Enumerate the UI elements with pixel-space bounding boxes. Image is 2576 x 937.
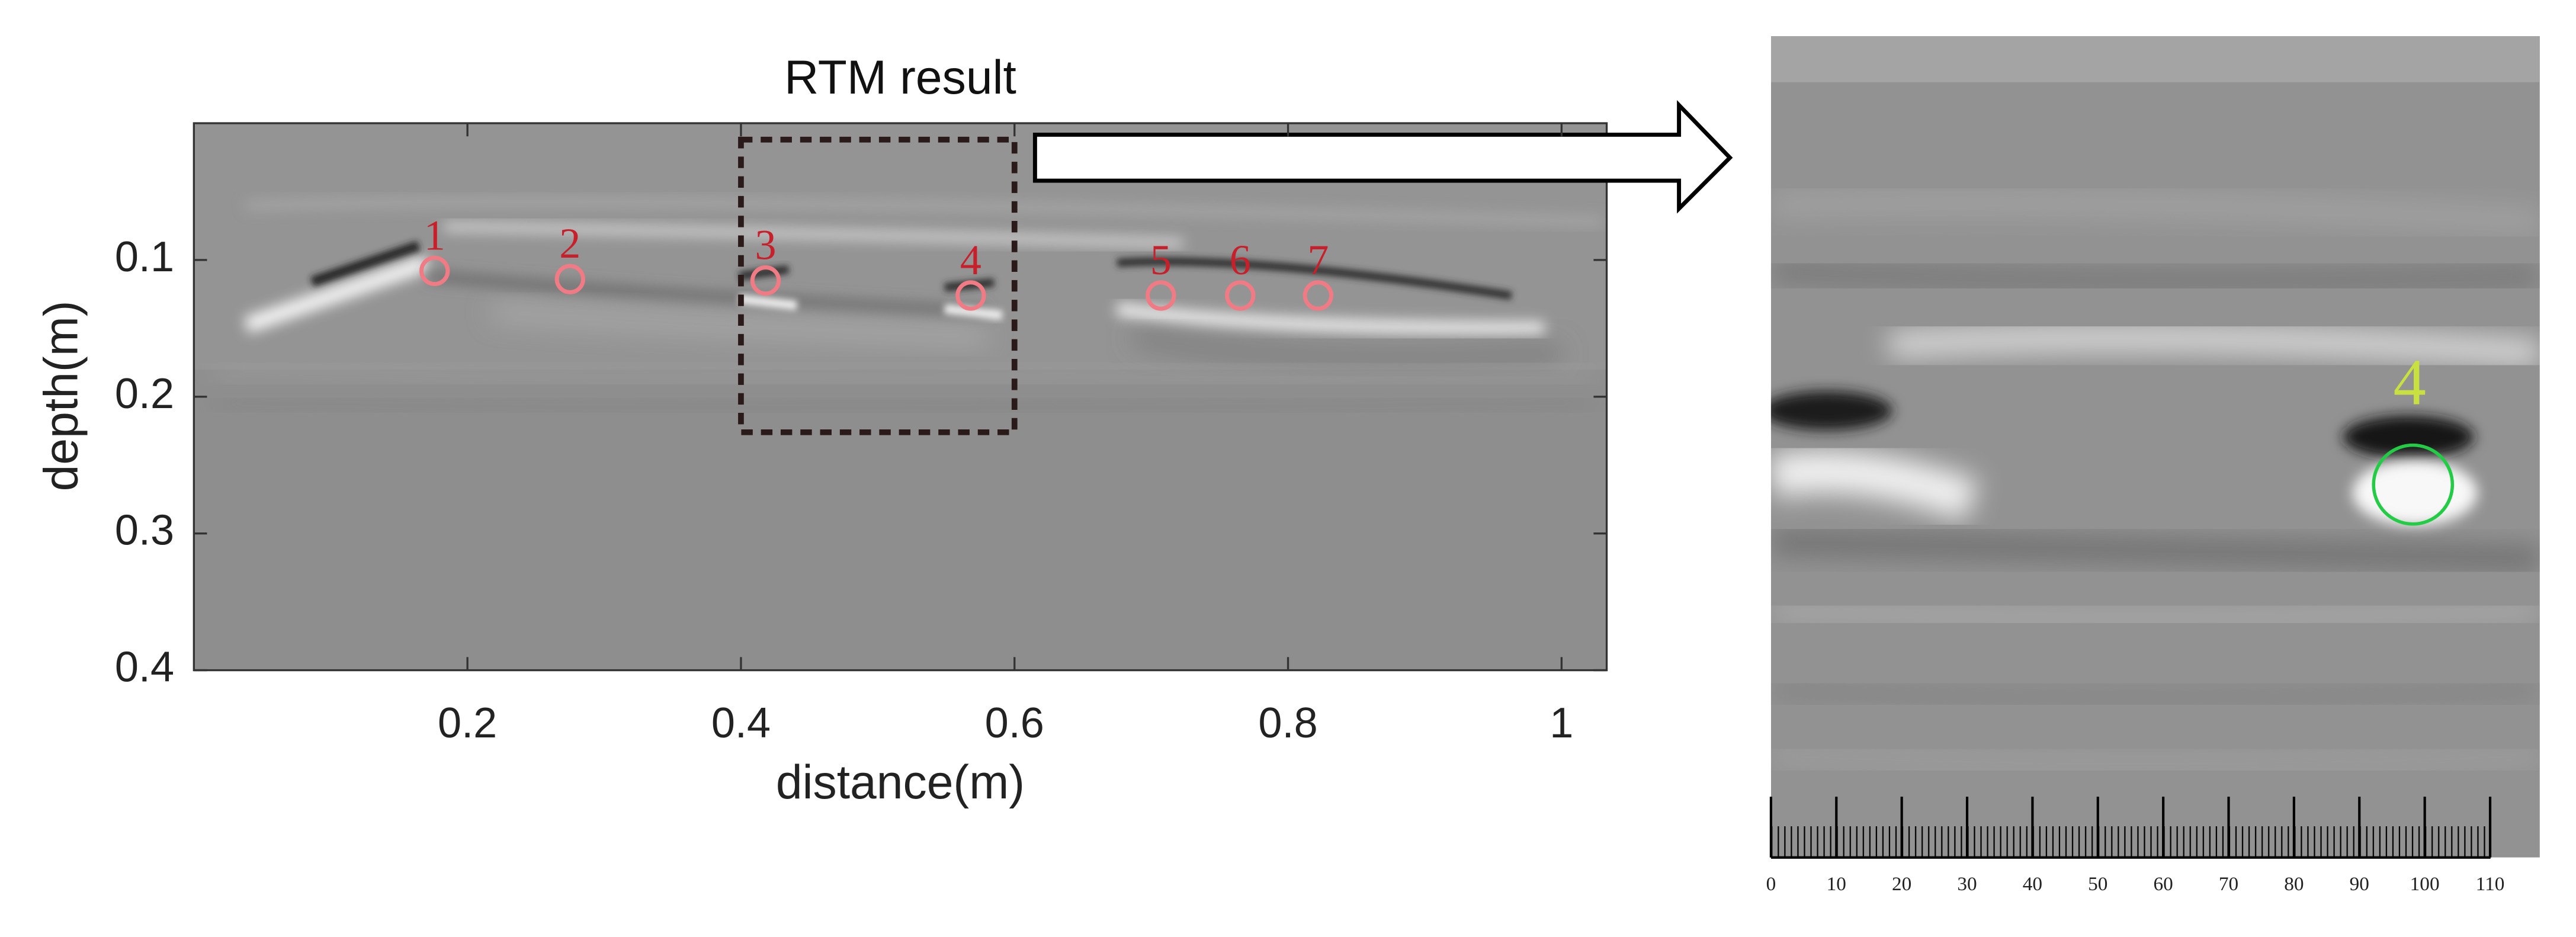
ruler-label: 20 <box>1892 873 1911 895</box>
target-marker <box>554 264 585 294</box>
highlight-box <box>738 136 1018 435</box>
x-tick-label: 0.6 <box>985 699 1044 747</box>
target-marker <box>955 280 986 311</box>
target-label: 7 <box>1307 236 1329 284</box>
x-tick-label: 0.4 <box>711 699 771 747</box>
y-tick-label: 0.3 <box>115 507 174 554</box>
ruler-label: 60 <box>2154 873 2173 895</box>
x-tick-label: 0.8 <box>1258 699 1317 747</box>
rtm-image <box>194 123 1607 670</box>
x-tick-label: 1 <box>1550 699 1573 747</box>
y-tick-label: 0.1 <box>115 233 174 281</box>
target-marker <box>419 255 450 287</box>
target-marker <box>1146 280 1176 311</box>
zoom-arrow <box>1032 100 1733 214</box>
chart-title: RTM result <box>784 51 1016 104</box>
target-marker <box>750 265 781 296</box>
target-label: 1 <box>424 211 445 259</box>
y-tick-label: 0.2 <box>115 370 174 418</box>
ruler-label: 50 <box>2088 873 2107 895</box>
ruler-label: 100 <box>2410 873 2440 895</box>
zoom-target-marker <box>2372 443 2455 526</box>
ruler-label: 30 <box>1957 873 1977 895</box>
target-label: 4 <box>960 236 981 284</box>
ruler-label: 0 <box>1766 873 1776 895</box>
x-axis-label: distance(m) <box>776 756 1025 809</box>
ruler-label: 80 <box>2284 873 2304 895</box>
target-label: 3 <box>755 221 776 268</box>
target-label: 6 <box>1230 236 1251 284</box>
target-label: 2 <box>559 220 580 267</box>
target-marker <box>1303 280 1334 311</box>
target-marker <box>1225 280 1256 311</box>
ruler-label: 40 <box>2023 873 2042 895</box>
ruler-label: 70 <box>2219 873 2238 895</box>
y-axis-label: depth(m) <box>34 301 88 492</box>
zoom-target-label: 4 <box>2393 345 2426 418</box>
x-tick-label: 0.2 <box>438 699 497 747</box>
ruler-label: 110 <box>2476 873 2505 895</box>
ruler-label: 90 <box>2350 873 2369 895</box>
ruler-label: 10 <box>1827 873 1846 895</box>
y-tick-label: 0.4 <box>115 644 174 691</box>
target-label: 5 <box>1150 236 1172 284</box>
